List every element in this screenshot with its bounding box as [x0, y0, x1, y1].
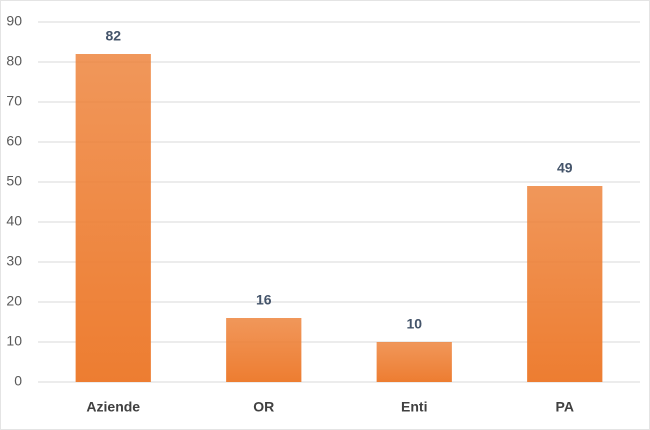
value-label: 82 [105, 28, 121, 44]
x-tick-label: Aziende [86, 399, 140, 415]
y-tick-label: 10 [6, 333, 22, 349]
y-tick-label: 80 [6, 53, 22, 69]
y-tick-label: 50 [6, 173, 22, 189]
bar [75, 54, 151, 382]
bar [226, 318, 302, 382]
value-label: 49 [557, 160, 573, 176]
bar [376, 342, 452, 382]
y-tick-label: 30 [6, 253, 22, 269]
y-tick-label: 40 [6, 213, 22, 229]
y-tick-label: 90 [6, 13, 22, 29]
y-tick-label: 20 [6, 293, 22, 309]
y-tick-label: 0 [14, 373, 22, 389]
y-tick-label: 70 [6, 93, 22, 109]
x-tick-label: PA [556, 399, 574, 415]
x-tick-label: OR [253, 399, 274, 415]
value-label: 16 [256, 292, 272, 308]
y-tick-label: 60 [6, 133, 22, 149]
value-label: 10 [406, 316, 422, 332]
x-tick-label: Enti [401, 399, 427, 415]
bar [527, 186, 603, 382]
